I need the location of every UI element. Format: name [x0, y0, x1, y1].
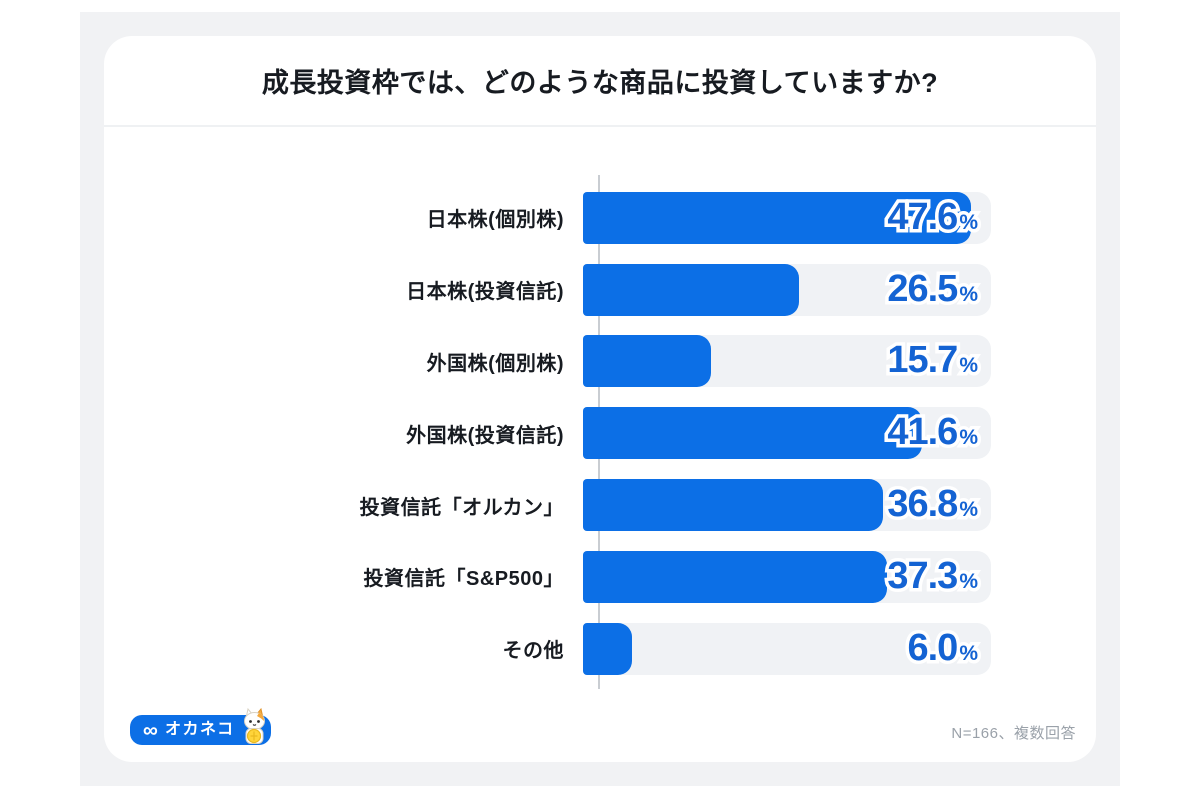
- chart-card: 成長投資枠では、どのような商品に投資していますか? 日本株(個別株) 47.6%…: [104, 36, 1096, 762]
- category-label: 投資信託「オルカン」: [359, 496, 564, 519]
- value-label-text: 36.8%: [887, 483, 978, 526]
- category-label: 日本株(個別株): [426, 209, 564, 232]
- bar-track: 37.3% 37.3%: [583, 550, 991, 603]
- value-label: 26.5% 26.5%: [884, 266, 982, 311]
- infinity-logo-icon: ∞: [143, 718, 158, 742]
- value-label-outline: 41.6%: [884, 410, 982, 455]
- value-label-text: 41.6%: [887, 411, 978, 454]
- value-label-text: 15.7%: [887, 339, 978, 382]
- bar-fill: [583, 479, 884, 532]
- sample-size-note: N=166、複数回答: [951, 725, 1076, 742]
- bar-row: 日本株(個別株) 47.6% 47.6%: [104, 182, 1096, 254]
- value-label-outline: 26.5%: [884, 266, 982, 311]
- value-label-text: 37.3%: [887, 555, 978, 598]
- bar-row: 外国株(投資信託) 41.6% 41.6%: [104, 397, 1096, 469]
- bar-fill: [583, 263, 800, 316]
- bar-track: 41.6% 41.6%: [583, 407, 991, 460]
- value-label-text: 47.6%: [887, 196, 978, 239]
- category-label: 投資信託「S&P500」: [363, 568, 564, 591]
- bar-track: 26.5% 26.5%: [583, 263, 991, 316]
- logo-text: オカネコ: [164, 721, 235, 738]
- category-label: 外国株(個別株): [426, 352, 564, 375]
- chart-title: 成長投資枠では、どのような商品に投資していますか?: [261, 68, 939, 98]
- bar-row: 投資信託「オルカン」 36.8% 36.8%: [104, 469, 1096, 541]
- value-label: 36.8% 36.8%: [884, 482, 982, 527]
- value-label-outline: 36.8%: [884, 482, 982, 527]
- value-label-text: 26.5%: [887, 267, 978, 310]
- bar-fill: [583, 407, 923, 460]
- okaneko-logo: ∞ オカネコ: [130, 708, 271, 745]
- value-label-outline: 37.3%: [884, 554, 982, 599]
- bar-track: 47.6% 47.6%: [583, 191, 991, 244]
- bar-fill: [583, 191, 972, 244]
- bar-track: 15.7% 15.7%: [583, 335, 991, 388]
- value-label-outline: 15.7%: [884, 338, 982, 383]
- bar-track: 36.8% 36.8%: [583, 479, 991, 532]
- value-label: 47.6% 47.6%: [884, 195, 982, 240]
- value-label: 41.6% 41.6%: [884, 410, 982, 455]
- bar-fill: [583, 335, 712, 388]
- cat-mascot-icon: [243, 708, 265, 744]
- bar-row: 投資信託「S&P500」 37.3% 37.3%: [104, 541, 1096, 613]
- value-label-outline: 47.6%: [884, 195, 982, 240]
- bar-track: 6.0% 6.0%: [583, 622, 991, 675]
- category-label: その他: [502, 640, 564, 663]
- bar-row: 外国株(個別株) 15.7% 15.7%: [104, 326, 1096, 398]
- bar-row: その他 6.0% 6.0%: [104, 613, 1096, 685]
- value-label: 6.0% 6.0%: [904, 625, 981, 670]
- value-label: 15.7% 15.7%: [884, 338, 982, 383]
- value-label: 37.3% 37.3%: [884, 554, 982, 599]
- bar-fill: [583, 622, 632, 675]
- bar-chart: 日本株(個別株) 47.6% 47.6% 日本株(投資信託) 26.5% 26.…: [104, 182, 1096, 685]
- bar-fill: [583, 550, 888, 603]
- value-label-outline: 6.0%: [904, 625, 981, 670]
- bar-row: 日本株(投資信託) 26.5% 26.5%: [104, 254, 1096, 326]
- card-header: 成長投資枠では、どのような商品に投資していますか?: [104, 36, 1096, 127]
- value-label-text: 6.0%: [907, 626, 978, 669]
- category-label: 日本株(投資信託): [406, 281, 564, 304]
- category-label: 外国株(投資信託): [406, 424, 564, 447]
